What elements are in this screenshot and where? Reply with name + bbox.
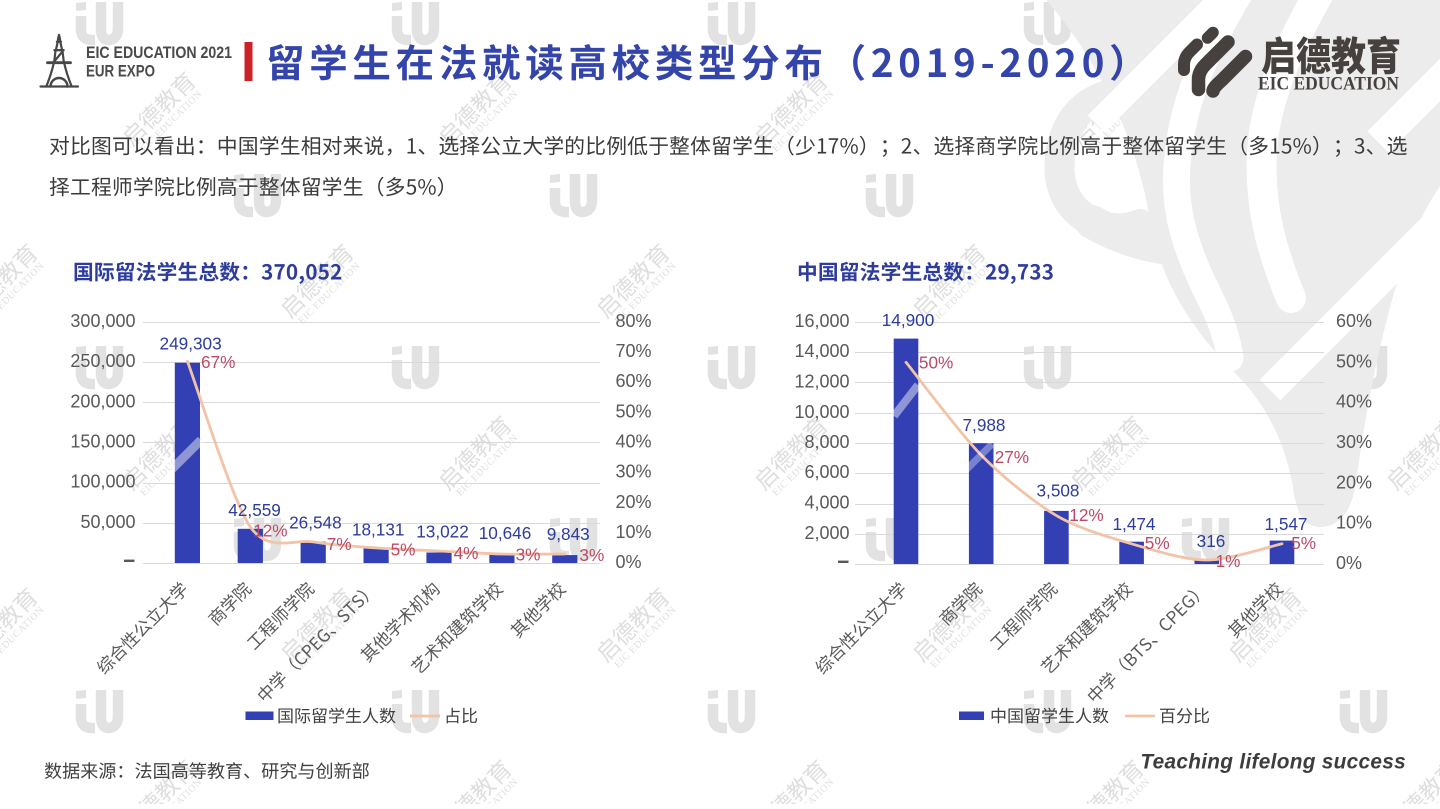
svg-text:250,000: 250,000 [70,351,135,371]
svg-text:10%: 10% [1336,513,1372,533]
svg-text:1,547: 1,547 [1264,514,1307,534]
svg-text:14,900: 14,900 [882,310,935,330]
svg-text:0%: 0% [1336,553,1362,573]
svg-text:20%: 20% [616,492,652,512]
svg-text:150,000: 150,000 [70,432,135,452]
svg-text:4%: 4% [454,543,479,563]
svg-text:50,000: 50,000 [80,512,135,532]
svg-text:60%: 60% [616,371,652,391]
svg-text:0%: 0% [616,552,642,572]
svg-text:9,843: 9,843 [547,524,590,544]
svg-text:Teaching lifelong success: Teaching lifelong success [1140,751,1406,774]
svg-text:3,508: 3,508 [1036,481,1079,501]
svg-text:249,303: 249,303 [160,334,222,354]
svg-text:8,000: 8,000 [804,432,849,452]
svg-text:7,988: 7,988 [962,415,1005,435]
svg-text:42,559: 42,559 [228,500,281,520]
svg-text:5%: 5% [391,540,416,560]
svg-text:300,000: 300,000 [70,311,135,331]
svg-text:EIC EDUCATION 2021: EIC EDUCATION 2021 [86,43,232,62]
svg-text:1%: 1% [1216,551,1241,571]
svg-text:3%: 3% [579,545,604,565]
svg-text:30%: 30% [616,462,652,482]
svg-text:1,474: 1,474 [1112,514,1155,534]
svg-text:80%: 80% [616,311,652,331]
svg-text:10,646: 10,646 [479,523,532,543]
svg-text:5%: 5% [1291,533,1316,553]
svg-text:13,022: 13,022 [416,522,469,542]
svg-text:3%: 3% [516,545,541,565]
svg-text:67%: 67% [201,352,235,372]
svg-text:16,000: 16,000 [794,311,849,331]
svg-text:27%: 27% [995,447,1029,467]
svg-text:6,000: 6,000 [804,462,849,482]
svg-text:12,000: 12,000 [794,372,849,392]
svg-text:EUR EXPO: EUR EXPO [86,62,155,81]
svg-text:14,000: 14,000 [794,341,849,361]
svg-text:100,000: 100,000 [70,472,135,492]
svg-text:2,000: 2,000 [804,523,849,543]
svg-text:200,000: 200,000 [70,391,135,411]
svg-text:30%: 30% [1336,432,1372,452]
svg-text:12%: 12% [253,521,287,541]
svg-text:50%: 50% [616,401,652,421]
svg-text:18,131: 18,131 [352,520,405,540]
svg-text:40%: 40% [616,432,652,452]
svg-text:10%: 10% [616,522,652,542]
svg-text:316: 316 [1197,531,1226,551]
svg-text:10,000: 10,000 [794,402,849,422]
svg-text:20%: 20% [1336,472,1372,492]
svg-text:50%: 50% [919,353,953,373]
svg-text:50%: 50% [1336,351,1372,371]
svg-text:40%: 40% [1336,392,1372,412]
svg-text:60%: 60% [1336,311,1372,331]
svg-text:7%: 7% [327,534,352,554]
svg-text:70%: 70% [616,341,652,361]
svg-text:4,000: 4,000 [804,493,849,513]
svg-text:5%: 5% [1145,533,1170,553]
svg-text:26,548: 26,548 [289,513,342,533]
svg-text:EIC EDUCATION: EIC EDUCATION [1258,74,1399,95]
svg-text:12%: 12% [1069,505,1103,525]
